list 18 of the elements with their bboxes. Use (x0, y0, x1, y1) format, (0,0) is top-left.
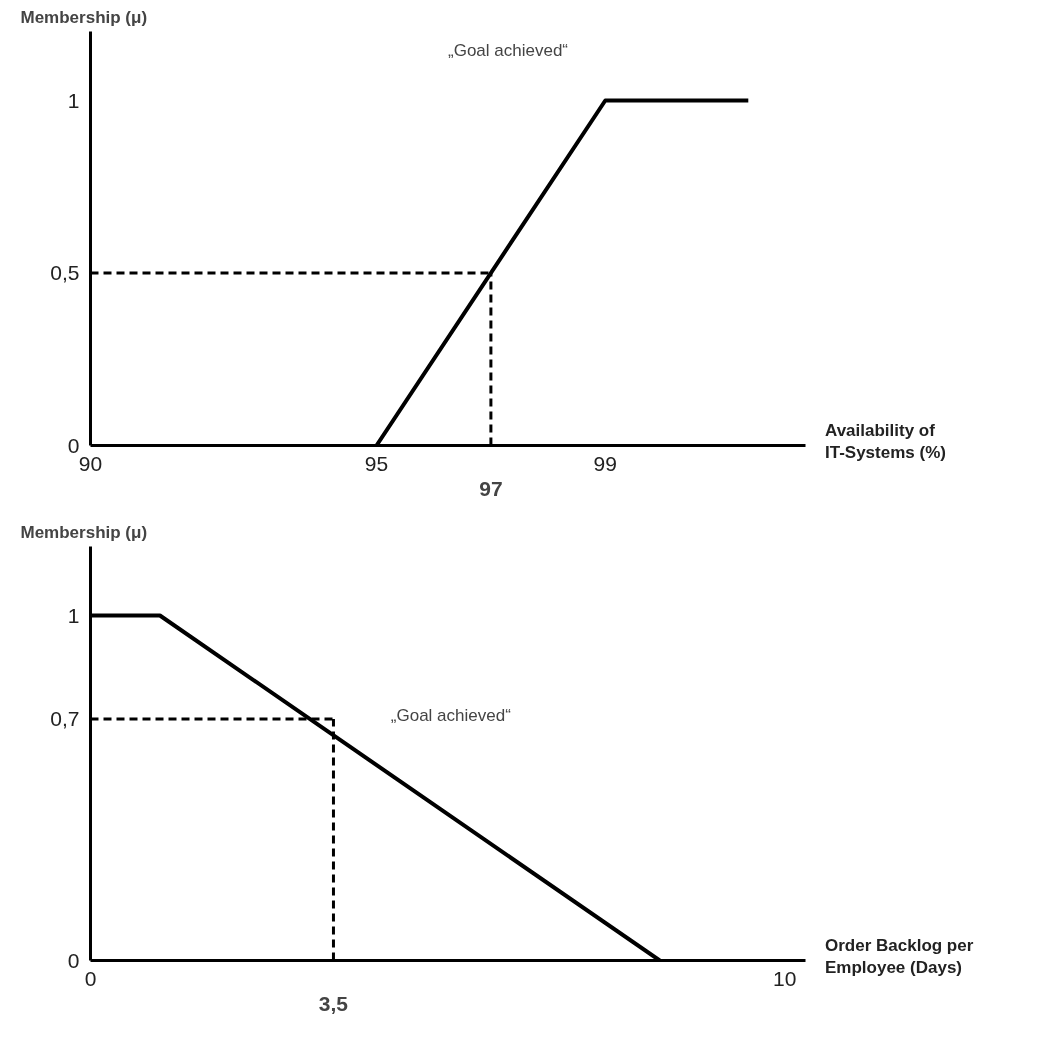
x-tick-label: 95 (364, 451, 389, 475)
annotation: „Goal achieved“ (390, 705, 512, 725)
x-axis-title: Order Backlog per Employee (Days) (825, 935, 974, 979)
chart-title: Membership (μ) (20, 7, 148, 27)
y-tick-label: 1 (67, 603, 80, 627)
ref-line-label: 97 (479, 476, 503, 500)
x-tick-label: 99 (593, 451, 617, 475)
ref-line-label: 3,5 (318, 991, 349, 1015)
chart-title: Membership (μ) (20, 522, 148, 542)
y-tick-label: 0,5 (50, 261, 80, 284)
y-tick-label: 0,7 (50, 707, 80, 730)
x-tick-label: 90 (78, 451, 103, 475)
y-tick-label: 0 (67, 948, 80, 972)
y-tick-label: 0 (67, 433, 80, 457)
x-axis-title: Availability of IT-Systems (%) (825, 420, 946, 464)
x-tick-label: 10 (773, 966, 797, 990)
annotation: „Goal achieved“ (448, 41, 569, 61)
y-tick-label: 1 (67, 88, 80, 112)
